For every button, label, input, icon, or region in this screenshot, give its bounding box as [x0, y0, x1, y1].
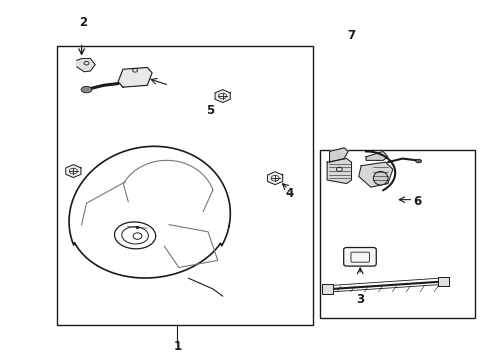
Ellipse shape	[81, 86, 92, 93]
Polygon shape	[77, 59, 95, 72]
Ellipse shape	[136, 226, 139, 229]
Bar	[437, 277, 448, 287]
Text: 2: 2	[79, 16, 87, 29]
Text: 4: 4	[285, 187, 293, 200]
FancyBboxPatch shape	[343, 248, 375, 266]
Text: 5: 5	[206, 104, 214, 117]
Polygon shape	[267, 172, 282, 185]
Polygon shape	[118, 67, 152, 87]
Polygon shape	[326, 158, 351, 184]
Ellipse shape	[415, 159, 421, 163]
Polygon shape	[329, 148, 347, 162]
Text: 7: 7	[346, 29, 355, 42]
Polygon shape	[366, 152, 387, 160]
Text: 1: 1	[173, 339, 181, 352]
Bar	[319, 150, 474, 318]
Text: 3: 3	[355, 293, 364, 306]
Polygon shape	[358, 162, 392, 187]
Bar	[57, 46, 312, 325]
Polygon shape	[215, 90, 230, 103]
Ellipse shape	[372, 171, 387, 185]
Bar	[322, 284, 332, 294]
Text: 6: 6	[412, 195, 420, 208]
Polygon shape	[65, 165, 81, 177]
